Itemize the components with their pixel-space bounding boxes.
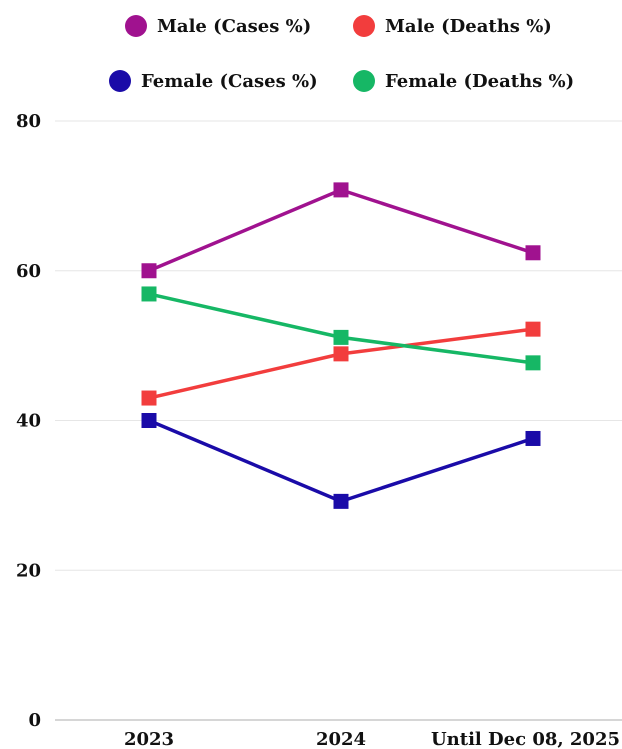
x-tick-label: 2024: [316, 729, 366, 749]
data-point[interactable]: [333, 493, 349, 509]
data-point[interactable]: [525, 355, 541, 371]
legend-marker-icon: [353, 15, 375, 37]
series-female-deaths: [141, 286, 541, 371]
series-female-cases: [141, 413, 541, 509]
data-point[interactable]: [525, 321, 541, 337]
legend-label: Male (Deaths %): [385, 16, 552, 37]
legend-marker-icon: [109, 70, 131, 92]
data-point[interactable]: [141, 390, 157, 406]
x-axis-ticks: 2023 2024 Until Dec 08, 2025: [124, 729, 620, 749]
data-point[interactable]: [141, 286, 157, 302]
data-point[interactable]: [333, 329, 349, 345]
y-tick-label: 60: [16, 261, 41, 282]
data-point[interactable]: [525, 430, 541, 446]
legend-marker-icon: [353, 70, 375, 92]
legend-label: Female (Cases %): [141, 71, 318, 92]
data-point[interactable]: [141, 263, 157, 279]
legend-item-male-cases[interactable]: Male (Cases %): [125, 15, 311, 37]
data-point[interactable]: [333, 346, 349, 362]
series-line: [147, 418, 535, 504]
y-tick-label: 80: [16, 111, 41, 132]
data-point[interactable]: [141, 413, 157, 428]
legend-marker-icon: [125, 15, 147, 37]
legend: Male (Cases %) Male (Deaths %) Female (Cas…: [109, 15, 574, 92]
y-tick-label: 20: [16, 560, 41, 581]
legend-label: Female (Deaths %): [385, 71, 574, 92]
series-male-cases: [141, 182, 541, 279]
legend-item-female-deaths[interactable]: Female (Deaths %): [353, 70, 574, 92]
gridlines: [55, 120, 622, 721]
data-point[interactable]: [333, 182, 349, 198]
series-lines: [141, 182, 541, 509]
series-line: [147, 188, 535, 273]
series-male-deaths: [141, 321, 541, 406]
legend-item-male-deaths[interactable]: Male (Deaths %): [353, 15, 552, 37]
legend-item-female-cases[interactable]: Female (Cases %): [109, 70, 318, 92]
y-axis-ticks: 0 20 40 60 80: [16, 111, 41, 731]
x-tick-label: Until Dec 08, 2025: [431, 729, 620, 749]
legend-label: Male (Cases %): [157, 16, 311, 37]
y-tick-label: 0: [28, 710, 41, 731]
x-tick-label: 2023: [124, 729, 174, 749]
y-tick-label: 40: [16, 411, 41, 432]
data-point[interactable]: [525, 245, 541, 261]
